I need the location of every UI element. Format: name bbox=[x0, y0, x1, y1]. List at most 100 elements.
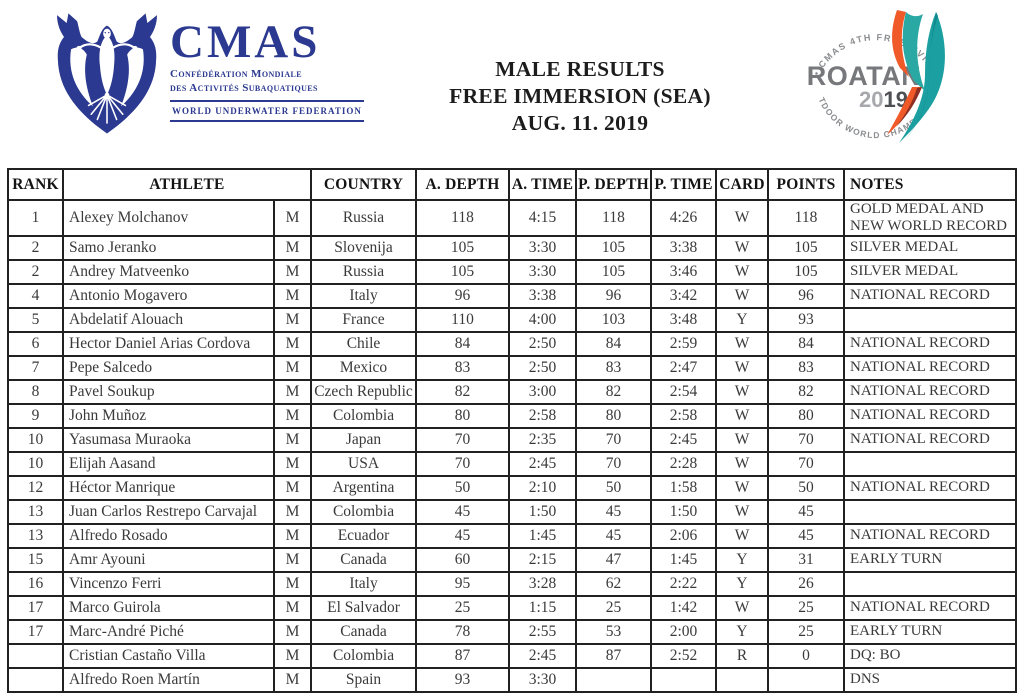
performed-depth-cell: 105 bbox=[575, 234, 653, 261]
performed-time-cell: 2:54 bbox=[650, 378, 718, 405]
performed-depth-cell: 103 bbox=[575, 306, 653, 333]
announced-depth-cell: 70 bbox=[415, 450, 511, 477]
table-row: 17 Marco Guirola M El Salvador 25 1:15 2… bbox=[7, 594, 1018, 621]
table-row: 4 Antonio Mogavero M Italy 96 3:38 96 3:… bbox=[7, 282, 1018, 309]
country-cell: Russia bbox=[310, 199, 418, 237]
card-cell: W bbox=[715, 330, 770, 357]
country-cell: Czech Republic bbox=[310, 378, 418, 405]
cmas-acronym: CMAS bbox=[170, 16, 321, 68]
table-row: 5 Abdelatif Alouach M France 110 4:00 10… bbox=[7, 306, 1018, 333]
performed-time-cell: 2:06 bbox=[650, 522, 718, 549]
notes-cell: NATIONAL RECORD bbox=[843, 474, 1018, 501]
points-cell: 50 bbox=[767, 474, 846, 501]
card-cell: Y bbox=[715, 546, 770, 573]
table-row: 7 Pepe Salcedo M Mexico 83 2:50 83 2:47 … bbox=[7, 354, 1018, 381]
athlete-cell: Hector Daniel Arias Cordova bbox=[62, 330, 275, 357]
rank-cell: 2 bbox=[7, 234, 64, 261]
performed-depth-cell: 25 bbox=[575, 594, 653, 621]
gender-cell: M bbox=[272, 234, 313, 261]
rank-cell: 10 bbox=[7, 450, 64, 477]
card-cell: W bbox=[715, 474, 770, 501]
rank-cell: 13 bbox=[7, 498, 64, 525]
title-discipline-gender: MALE RESULTS bbox=[495, 57, 665, 81]
gender-cell: M bbox=[272, 402, 313, 429]
header-notes: NOTES bbox=[843, 168, 1018, 201]
performed-time-cell: 4:26 bbox=[650, 199, 718, 237]
notes-cell: NATIONAL RECORD bbox=[843, 330, 1018, 357]
performed-time-cell bbox=[650, 666, 718, 693]
athlete-cell: Juan Carlos Restrepo Carvajal bbox=[62, 498, 275, 525]
performed-depth-cell: 105 bbox=[575, 258, 653, 285]
gender-cell: M bbox=[272, 378, 313, 405]
performed-depth-cell bbox=[575, 666, 653, 693]
points-cell: 84 bbox=[767, 330, 846, 357]
gender-cell: M bbox=[272, 474, 313, 501]
points-cell: 93 bbox=[767, 306, 846, 333]
title-discipline: FREE IMMERSION (SEA) bbox=[449, 84, 711, 108]
athlete-cell: Marco Guirola bbox=[62, 594, 275, 621]
announced-depth-cell: 50 bbox=[415, 474, 511, 501]
rank-cell: 17 bbox=[7, 594, 64, 621]
notes-cell: SILVER MEDAL bbox=[843, 234, 1018, 261]
performed-time-cell: 2:00 bbox=[650, 618, 718, 645]
performed-depth-cell: 45 bbox=[575, 522, 653, 549]
country-cell: Mexico bbox=[310, 354, 418, 381]
performed-depth-cell: 118 bbox=[575, 199, 653, 237]
notes-cell: DQ: BO bbox=[843, 642, 1018, 669]
gender-cell: M bbox=[272, 282, 313, 309]
notes-cell bbox=[843, 306, 1018, 333]
gender-cell: M bbox=[272, 306, 313, 333]
announced-depth-cell: 84 bbox=[415, 330, 511, 357]
card-cell: W bbox=[715, 594, 770, 621]
country-cell: Colombia bbox=[310, 498, 418, 525]
gender-cell: M bbox=[272, 330, 313, 357]
announced-time-cell: 2:15 bbox=[508, 546, 578, 573]
athlete-cell: Alfredo Rosado bbox=[62, 522, 275, 549]
rank-cell: 12 bbox=[7, 474, 64, 501]
notes-cell: NATIONAL RECORD bbox=[843, 282, 1018, 309]
country-cell: France bbox=[310, 306, 418, 333]
athlete-cell: Amr Ayouni bbox=[62, 546, 275, 573]
card-cell: W bbox=[715, 378, 770, 405]
points-cell bbox=[767, 666, 846, 693]
cmas-federation-line: WORLD UNDERWATER FEDERATION bbox=[170, 100, 364, 122]
header-p-time: P. TIME bbox=[650, 168, 718, 201]
points-cell: 45 bbox=[767, 522, 846, 549]
notes-cell: NATIONAL RECORD bbox=[843, 402, 1018, 429]
performed-time-cell: 2:58 bbox=[650, 402, 718, 429]
performed-time-cell: 2:28 bbox=[650, 450, 718, 477]
announced-depth-cell: 110 bbox=[415, 306, 511, 333]
performed-time-cell: 3:48 bbox=[650, 306, 718, 333]
announced-time-cell: 1:50 bbox=[508, 498, 578, 525]
points-cell: 45 bbox=[767, 498, 846, 525]
gender-cell: M bbox=[272, 546, 313, 573]
points-cell: 70 bbox=[767, 450, 846, 477]
table-row: 10 Yasumasa Muraoka M Japan 70 2:35 70 2… bbox=[7, 426, 1018, 453]
performed-time-cell: 2:22 bbox=[650, 570, 718, 597]
athlete-cell: John Muñoz bbox=[62, 402, 275, 429]
performed-time-cell: 2:52 bbox=[650, 642, 718, 669]
title-date: AUG. 11. 2019 bbox=[511, 111, 649, 135]
announced-depth-cell: 78 bbox=[415, 618, 511, 645]
athlete-cell: Alfredo Roen Martín bbox=[62, 666, 275, 693]
athlete-cell: Cristian Castaño Villa bbox=[62, 642, 275, 669]
performed-time-cell: 1:45 bbox=[650, 546, 718, 573]
country-cell: Italy bbox=[310, 570, 418, 597]
announced-depth-cell: 60 bbox=[415, 546, 511, 573]
roatan-2019-logo: • CMAS 4TH FREEDIVING OUTDOOR WORLD CHAM… bbox=[794, 0, 962, 152]
athlete-cell: Alexey Molchanov bbox=[62, 199, 275, 237]
rank-cell: 7 bbox=[7, 354, 64, 381]
country-cell: Italy bbox=[310, 282, 418, 309]
announced-time-cell: 3:30 bbox=[508, 234, 578, 261]
card-cell: Y bbox=[715, 618, 770, 645]
points-cell: 26 bbox=[767, 570, 846, 597]
announced-depth-cell: 82 bbox=[415, 378, 511, 405]
country-cell: Colombia bbox=[310, 642, 418, 669]
announced-depth-cell: 105 bbox=[415, 234, 511, 261]
athlete-cell: Abdelatif Alouach bbox=[62, 306, 275, 333]
card-cell: Y bbox=[715, 306, 770, 333]
header-rank: RANK bbox=[7, 168, 64, 201]
performed-time-cell: 1:58 bbox=[650, 474, 718, 501]
performed-time-cell: 2:47 bbox=[650, 354, 718, 381]
